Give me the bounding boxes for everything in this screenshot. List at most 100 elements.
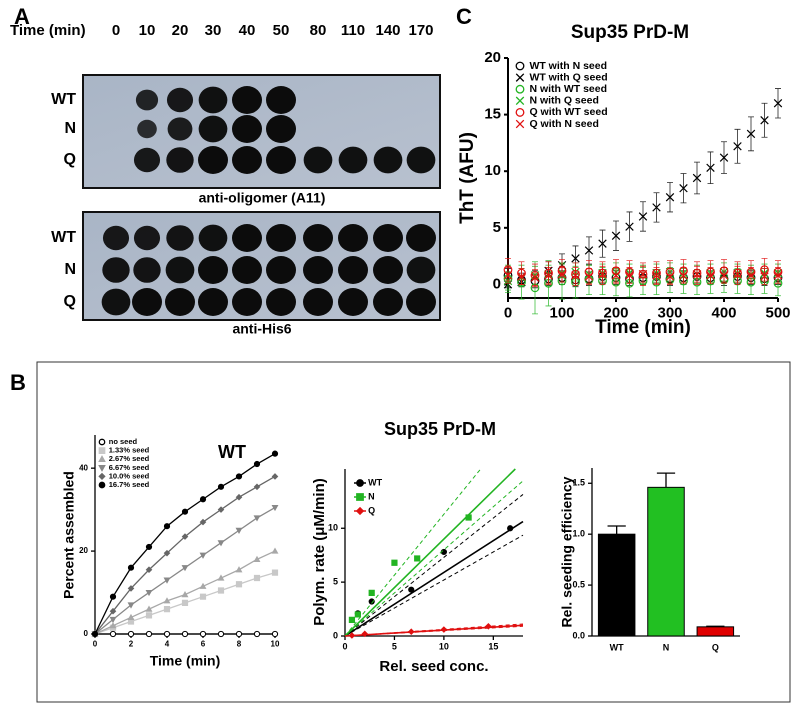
data-point xyxy=(145,605,153,612)
x-tick-label: 200 xyxy=(603,304,628,321)
y-tick-label: 1.0 xyxy=(572,529,585,539)
blot-dot xyxy=(166,147,194,173)
data-point xyxy=(625,278,634,288)
chart-title: WT xyxy=(218,442,246,462)
legend-label: Q xyxy=(368,505,375,515)
data-point xyxy=(271,569,279,576)
x-tick-label: 5 xyxy=(392,642,397,652)
blot-dot xyxy=(198,256,228,284)
data-point xyxy=(665,272,675,281)
data-point xyxy=(109,622,117,629)
x-tick-label: 15 xyxy=(488,642,498,652)
blot-dot xyxy=(266,224,296,252)
x-tick-label: 10 xyxy=(439,642,449,652)
data-point xyxy=(181,508,189,515)
legend-marker xyxy=(356,479,364,487)
data-point xyxy=(217,540,225,547)
data-point xyxy=(253,574,261,582)
time-tick: 170 xyxy=(408,22,433,39)
data-point xyxy=(368,589,375,597)
row-label: Q xyxy=(64,293,76,310)
data-point xyxy=(217,483,225,490)
data-point xyxy=(199,518,207,526)
data-point xyxy=(571,254,580,263)
y-axis-label: Polym. rate (μM/min) xyxy=(311,478,328,626)
data-point xyxy=(408,586,415,593)
y-tick-label: 10 xyxy=(328,523,338,533)
y-axis-label: ThT (AFU) xyxy=(457,132,478,224)
legend-label: no seed xyxy=(109,437,138,446)
blot-dot xyxy=(266,256,296,284)
y-tick-label: 15 xyxy=(484,106,501,123)
blot-dot xyxy=(232,86,262,114)
y-tick-label: 0.0 xyxy=(572,630,585,640)
panel-label: C xyxy=(456,4,472,29)
data-point xyxy=(733,276,742,286)
y-axis-label: Rel. seeding efficiency xyxy=(559,476,575,627)
data-point xyxy=(271,547,279,554)
panel-label: B xyxy=(10,370,26,395)
data-point xyxy=(760,272,769,281)
data-point xyxy=(181,599,189,607)
data-point xyxy=(145,566,153,574)
y-tick-label: 10 xyxy=(484,162,501,179)
blot-dot xyxy=(232,224,262,252)
data-point xyxy=(733,142,742,151)
legend-label: N with WT seed xyxy=(529,83,607,95)
bar xyxy=(597,533,636,637)
data-point xyxy=(773,99,783,108)
legend-marker xyxy=(98,455,106,463)
x-tick-label: WT xyxy=(610,642,624,652)
blot-dot xyxy=(102,257,130,283)
blot-dot xyxy=(137,119,157,139)
blot-dot xyxy=(303,224,333,252)
data-point xyxy=(235,473,243,480)
confidence-line xyxy=(344,494,524,637)
data-point xyxy=(530,270,540,280)
legend-marker xyxy=(356,493,364,501)
data-point xyxy=(760,116,769,125)
y-tick-label: 20 xyxy=(484,49,501,66)
blot-dot xyxy=(167,117,193,141)
data-point xyxy=(544,271,553,280)
time-tick: 30 xyxy=(205,22,222,39)
data-point xyxy=(217,506,225,513)
blot-dot xyxy=(303,256,333,284)
legend-marker xyxy=(515,107,525,117)
blot-dot xyxy=(266,86,296,114)
data-point xyxy=(638,276,648,286)
blot-dot xyxy=(406,288,436,316)
data-point xyxy=(235,493,243,501)
time-tick: 0 xyxy=(112,22,120,39)
data-point xyxy=(530,283,540,293)
confidence-line xyxy=(344,480,524,637)
legend-label: Q with WT seed xyxy=(529,106,607,118)
legend-marker xyxy=(98,447,106,454)
x-tick-label: 4 xyxy=(165,640,170,649)
data-point xyxy=(145,630,153,638)
data-point xyxy=(163,630,171,638)
data-point xyxy=(598,239,607,248)
y-tick-label: 20 xyxy=(79,546,88,555)
x-tick-label: N xyxy=(663,642,670,652)
data-point xyxy=(652,271,661,280)
data-point xyxy=(199,552,207,559)
blot-dot xyxy=(303,288,333,316)
data-point xyxy=(625,271,634,280)
data-point xyxy=(271,473,279,480)
y-tick-label: 5 xyxy=(493,219,501,236)
legend-label: 16.7% seed xyxy=(109,480,150,489)
data-point xyxy=(163,606,171,613)
data-point xyxy=(235,527,243,534)
row-label: WT xyxy=(51,229,76,246)
data-point xyxy=(584,246,594,255)
blot-dot xyxy=(133,257,161,283)
data-point xyxy=(557,270,567,279)
data-point xyxy=(530,273,540,282)
data-point xyxy=(217,630,225,638)
data-point xyxy=(652,277,661,287)
blot-dot xyxy=(198,86,228,114)
fit-curve xyxy=(94,475,276,635)
data-point xyxy=(163,577,171,584)
